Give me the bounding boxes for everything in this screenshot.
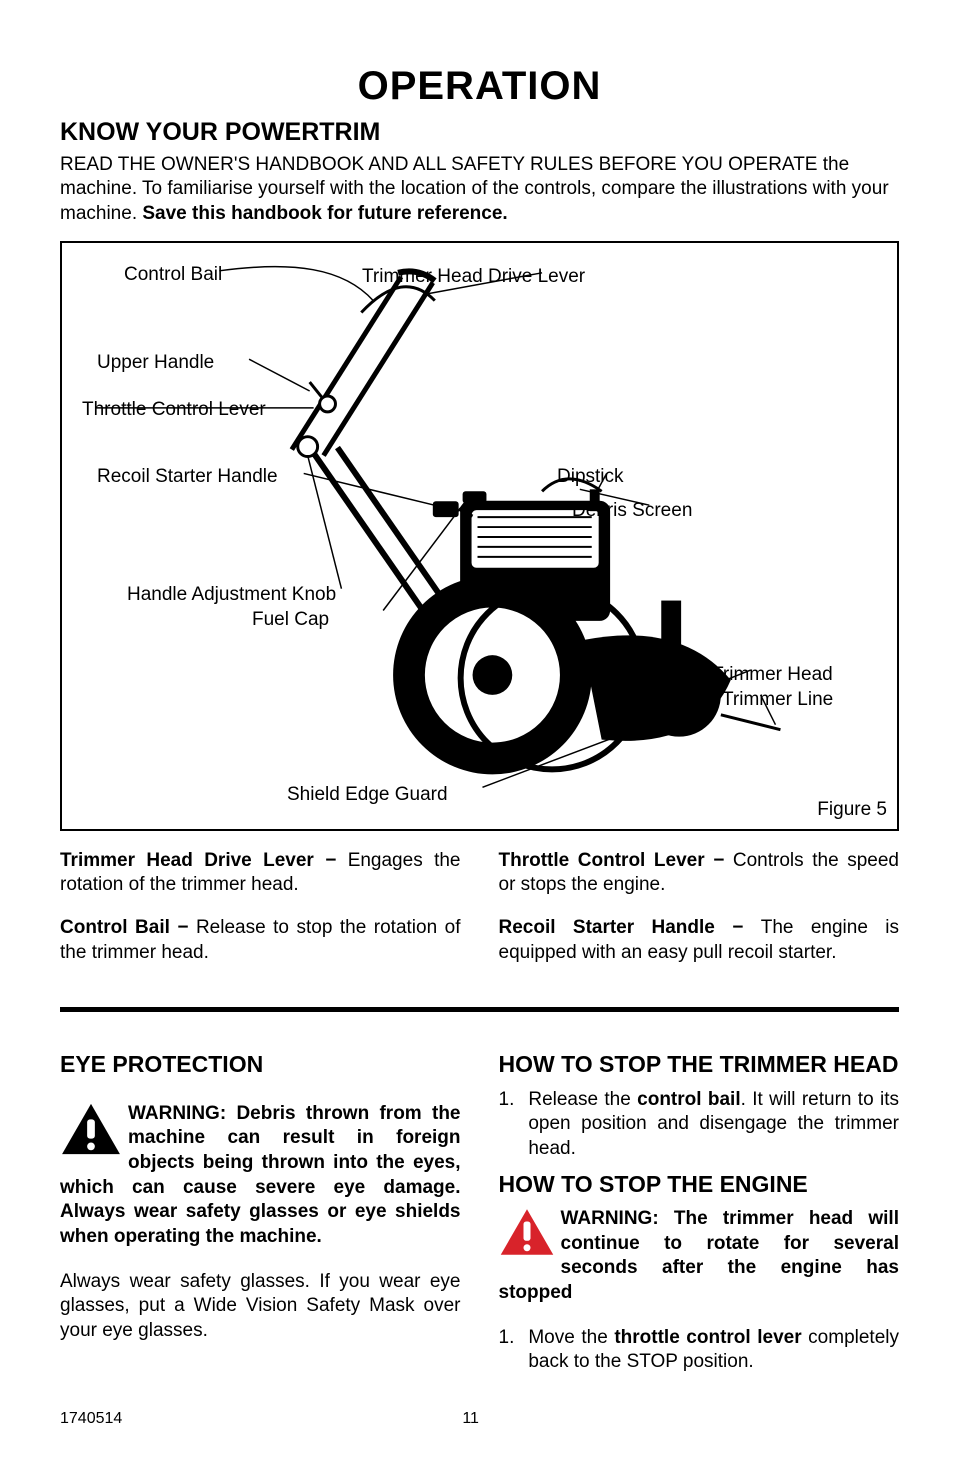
- footer-center: 11: [462, 1409, 479, 1430]
- footer-left: 1740514: [60, 1409, 122, 1430]
- def-rsh: Recoil Starter Handle − The engine is eq…: [499, 916, 900, 965]
- stop-head-step: 1. Release the control bail. It will ret…: [499, 1088, 900, 1162]
- section-divider: [60, 1007, 899, 1012]
- eye-body: Always wear safety glasses. If you wear …: [60, 1270, 461, 1344]
- label-debris-screen: Debris Screen: [572, 499, 692, 524]
- page-footer: 1740514 11: [60, 1409, 899, 1430]
- label-trimmer-head: Trimmer Head: [712, 663, 833, 688]
- engine-warning-text: WARNING: The trimmer head will continue …: [499, 1208, 900, 1303]
- powertrim-illustration: [62, 243, 897, 829]
- stop-head-a: Release the: [528, 1089, 637, 1110]
- engine-warning: WARNING: The trimmer head will continue …: [499, 1207, 900, 1306]
- stop-head-title: HOW TO STOP THE TRIMMER HEAD: [499, 1052, 900, 1077]
- label-upper-handle: Upper Handle: [97, 351, 214, 376]
- stop-head-text: Release the control bail. It will return…: [528, 1088, 899, 1162]
- diagram-figure: Control Bail Trimmer Head Drive Lever Up…: [60, 241, 899, 831]
- def-thdl-term: Trimmer Head Drive Lever −: [60, 850, 348, 871]
- def-tcl-term: Throttle Control Lever −: [499, 850, 733, 871]
- figure-number: Figure 5: [817, 798, 887, 823]
- stop-engine-a: Move the: [528, 1327, 614, 1348]
- label-recoil-starter-handle: Recoil Starter Handle: [97, 465, 278, 490]
- def-rsh-term: Recoil Starter Handle −: [499, 917, 761, 938]
- know-title: KNOW YOUR POWERTRIM: [60, 116, 899, 149]
- label-fuel-cap: Fuel Cap: [252, 608, 329, 633]
- stop-head-b: control bail: [637, 1089, 740, 1110]
- def-thdl: Trimmer Head Drive Lever − Engages the r…: [60, 849, 461, 898]
- stop-head-num: 1.: [499, 1088, 515, 1162]
- eye-warning: WARNING: Debris thrown from the machine …: [60, 1102, 461, 1250]
- know-intro-b: Save this handbook for future reference.: [142, 203, 507, 224]
- bottom-row: EYE PROTECTION WARNING: Debris thrown fr…: [60, 1052, 899, 1385]
- stop-engine-num: 1.: [499, 1326, 515, 1375]
- def-tcl: Throttle Control Lever − Controls the sp…: [499, 849, 900, 898]
- label-shield-edge-guard: Shield Edge Guard: [287, 783, 448, 808]
- label-trimmer-head-drive-lever: Trimmer Head Drive Lever: [362, 265, 585, 290]
- stop-engine-step: 1. Move the throttle control lever compl…: [499, 1326, 900, 1375]
- eye-protection-col: EYE PROTECTION WARNING: Debris thrown fr…: [60, 1052, 461, 1385]
- stop-engine-title: HOW TO STOP THE ENGINE: [499, 1172, 900, 1197]
- label-throttle-control-lever: Throttle Control Lever: [82, 398, 266, 423]
- stop-engine-b: throttle control lever: [614, 1327, 801, 1348]
- def-cb-term: Control Bail −: [60, 917, 196, 938]
- definitions-left: Trimmer Head Drive Lever − Engages the r…: [60, 849, 461, 984]
- warning-icon: [60, 1102, 122, 1156]
- stop-col: HOW TO STOP THE TRIMMER HEAD 1. Release …: [499, 1052, 900, 1385]
- warning-icon-red: [499, 1207, 555, 1257]
- label-control-bail: Control Bail: [124, 263, 222, 288]
- label-trimmer-line: Trimmer Line: [722, 688, 833, 713]
- page-title: OPERATION: [60, 60, 899, 112]
- know-intro: READ THE OWNER'S HANDBOOK AND ALL SAFETY…: [60, 153, 899, 227]
- stop-engine-text: Move the throttle control lever complete…: [528, 1326, 899, 1375]
- definitions-right: Throttle Control Lever − Controls the sp…: [499, 849, 900, 984]
- label-handle-adjustment-knob: Handle Adjustment Knob: [127, 583, 336, 608]
- def-cb: Control Bail − Release to stop the rotat…: [60, 916, 461, 965]
- eye-protection-title: EYE PROTECTION: [60, 1052, 461, 1077]
- definitions-row: Trimmer Head Drive Lever − Engages the r…: [60, 849, 899, 984]
- label-dipstick: Dipstick: [557, 465, 624, 490]
